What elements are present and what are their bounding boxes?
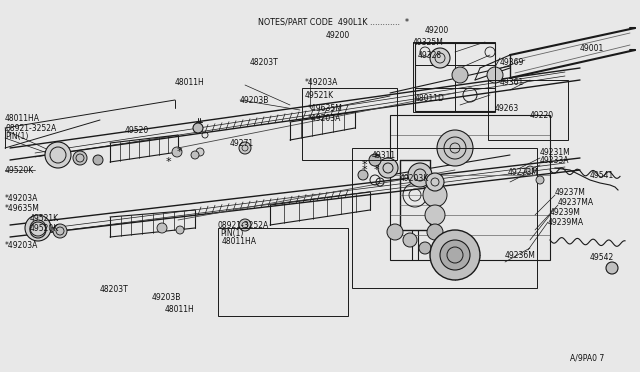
Bar xyxy=(488,80,568,140)
Circle shape xyxy=(191,151,199,159)
Bar xyxy=(415,43,495,111)
Circle shape xyxy=(172,147,182,157)
Circle shape xyxy=(196,148,204,156)
Text: 49369: 49369 xyxy=(500,58,524,67)
Circle shape xyxy=(157,223,167,233)
Circle shape xyxy=(536,176,544,184)
Text: 48011H: 48011H xyxy=(175,77,205,87)
Circle shape xyxy=(526,166,534,174)
Text: 49271: 49271 xyxy=(230,138,254,148)
Text: 49203B: 49203B xyxy=(152,294,181,302)
Text: *49203A: *49203A xyxy=(5,241,38,250)
Text: 48011HA: 48011HA xyxy=(5,113,40,122)
Text: *49203A: *49203A xyxy=(5,193,38,202)
Text: 49237MA: 49237MA xyxy=(558,198,594,206)
Circle shape xyxy=(487,67,503,83)
Text: *: * xyxy=(177,147,182,157)
Circle shape xyxy=(93,155,103,165)
Text: *49635M: *49635M xyxy=(308,103,343,112)
Text: 49263: 49263 xyxy=(495,103,519,112)
Text: 49311: 49311 xyxy=(372,151,396,160)
Text: *: * xyxy=(374,165,380,175)
Circle shape xyxy=(403,233,417,247)
Text: 49361: 49361 xyxy=(500,77,524,87)
Text: NOTES/PART CODE  490L1K ............  *: NOTES/PART CODE 490L1K ............ * xyxy=(258,17,409,26)
Text: A/9PA0 7: A/9PA0 7 xyxy=(570,353,604,362)
Text: 49521K: 49521K xyxy=(30,214,59,222)
Text: PIN(1): PIN(1) xyxy=(220,228,243,237)
Text: 48203T: 48203T xyxy=(100,285,129,295)
Circle shape xyxy=(45,142,71,168)
Circle shape xyxy=(176,226,184,234)
Text: 08921-3252A: 08921-3252A xyxy=(5,124,56,132)
Text: 49236M: 49236M xyxy=(505,250,536,260)
Circle shape xyxy=(25,215,51,241)
Text: 49520K: 49520K xyxy=(5,166,35,174)
Text: 48011H: 48011H xyxy=(165,305,195,314)
Text: 49273M: 49273M xyxy=(508,167,539,176)
Circle shape xyxy=(452,67,468,83)
Text: 49325M: 49325M xyxy=(413,38,444,46)
Text: 48203T: 48203T xyxy=(250,58,279,67)
Text: 08921-3252A: 08921-3252A xyxy=(218,221,269,230)
Text: *: * xyxy=(374,153,380,163)
Text: 49200: 49200 xyxy=(425,26,449,35)
Bar xyxy=(390,115,550,260)
Circle shape xyxy=(53,224,67,238)
Text: 48011D: 48011D xyxy=(415,93,445,103)
Bar xyxy=(413,42,495,112)
Circle shape xyxy=(437,130,473,166)
Text: 49200: 49200 xyxy=(326,31,350,39)
Text: 49521K: 49521K xyxy=(305,90,334,99)
Circle shape xyxy=(408,163,432,187)
Text: *49635M: *49635M xyxy=(5,203,40,212)
Circle shape xyxy=(606,262,618,274)
Circle shape xyxy=(419,242,431,254)
Circle shape xyxy=(193,123,203,133)
Text: PIN(1): PIN(1) xyxy=(5,131,28,141)
Text: 49001: 49001 xyxy=(580,44,604,52)
Text: 49239M: 49239M xyxy=(550,208,581,217)
Text: 49231M: 49231M xyxy=(540,148,571,157)
Text: 49520: 49520 xyxy=(125,125,149,135)
Circle shape xyxy=(435,250,445,260)
Circle shape xyxy=(369,154,381,166)
Circle shape xyxy=(425,205,445,225)
Text: 49220: 49220 xyxy=(530,110,554,119)
Text: *: * xyxy=(362,160,367,170)
Text: 49520K: 49520K xyxy=(30,224,60,232)
Circle shape xyxy=(387,224,403,240)
Circle shape xyxy=(427,224,443,240)
Bar xyxy=(218,228,348,316)
Text: 49239MA: 49239MA xyxy=(548,218,584,227)
Text: *: * xyxy=(166,157,172,167)
Bar xyxy=(352,148,537,288)
Text: 49541: 49541 xyxy=(590,170,614,180)
Circle shape xyxy=(423,183,447,207)
Circle shape xyxy=(358,170,368,180)
Text: *49203A: *49203A xyxy=(308,113,341,122)
Circle shape xyxy=(430,48,450,68)
Circle shape xyxy=(430,230,480,280)
Circle shape xyxy=(378,158,398,178)
Text: 49328: 49328 xyxy=(418,51,442,60)
Circle shape xyxy=(239,142,251,154)
Text: *: * xyxy=(362,165,367,175)
Text: 49203B: 49203B xyxy=(240,96,269,105)
Circle shape xyxy=(239,219,251,231)
Circle shape xyxy=(73,151,87,165)
Circle shape xyxy=(426,173,444,191)
Circle shape xyxy=(440,240,470,270)
Bar xyxy=(302,88,397,160)
Text: 48011HA: 48011HA xyxy=(222,237,257,246)
Text: 49233A: 49233A xyxy=(540,155,570,164)
Text: 49542: 49542 xyxy=(590,253,614,263)
Text: *49203A: *49203A xyxy=(305,77,339,87)
Text: 49203K: 49203K xyxy=(400,173,429,183)
Text: 49237M: 49237M xyxy=(555,187,586,196)
